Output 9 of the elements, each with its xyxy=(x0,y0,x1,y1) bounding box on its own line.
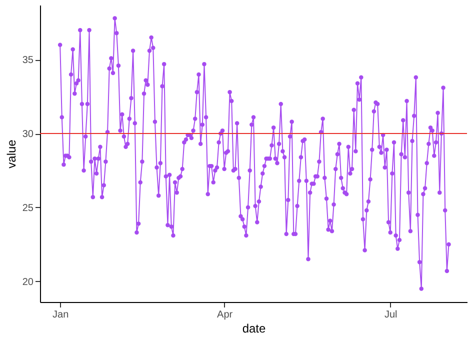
x-tick-label: Jul xyxy=(384,310,398,320)
y-tick-label: 25 xyxy=(22,202,34,214)
y-tick-label: 35 xyxy=(22,55,34,66)
x-tick-label: Apr xyxy=(217,310,234,320)
x-axis-title: date xyxy=(242,322,266,336)
y-tick-label: 20 xyxy=(22,276,34,288)
x-tick-label: Jan xyxy=(52,310,69,320)
y-tick-label: 30 xyxy=(22,129,34,140)
y-axis-title: value xyxy=(4,139,18,168)
